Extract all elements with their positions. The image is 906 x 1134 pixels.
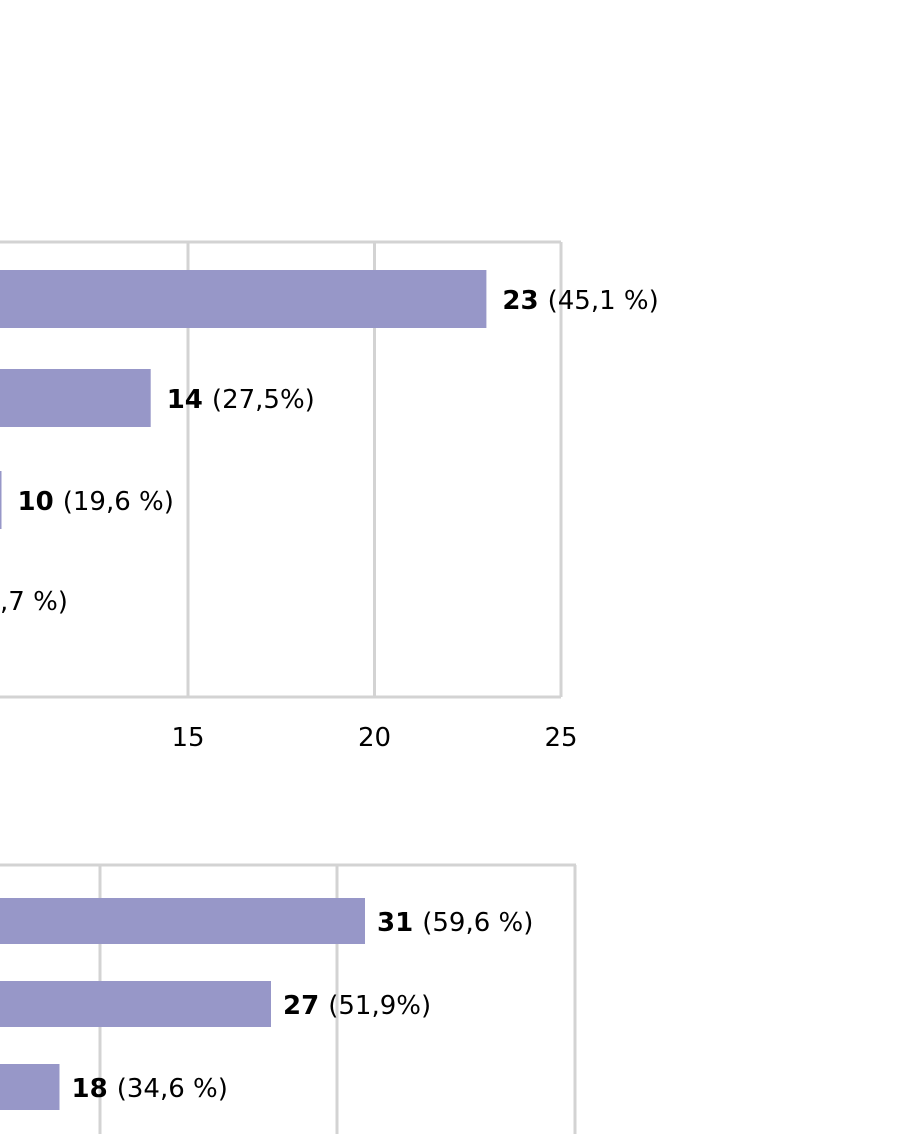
bar-data-label: 27 (51,9%) xyxy=(283,991,431,1021)
x-tick-label: 25 xyxy=(544,723,577,753)
bar xyxy=(0,270,487,328)
bar-value: 31 xyxy=(377,908,422,938)
bar xyxy=(0,369,151,427)
bar-value: 23 xyxy=(502,286,547,316)
bar-data-label: 31 (59,6 %) xyxy=(377,908,533,938)
bar xyxy=(0,1064,60,1110)
bar-value: 18 xyxy=(72,1074,117,1104)
bar-data-label: 10 (19,6 %) xyxy=(18,487,174,517)
x-tick-label: 20 xyxy=(358,723,391,753)
bar-value: 27 xyxy=(283,991,328,1021)
bar-value: 10 xyxy=(18,487,63,517)
bar-value: 14 xyxy=(167,385,212,415)
bar xyxy=(0,471,2,529)
x-tick-label: 15 xyxy=(171,723,204,753)
bar-data-label: 14 (27,5%) xyxy=(167,385,315,415)
chart-bottom: 31 (59,6 %) 27 (51,9%) 18 (34,6 %) xyxy=(0,863,577,1134)
bar-percent: (59,6 %) xyxy=(422,908,533,938)
bar-percent: (45,1 %) xyxy=(548,286,659,316)
bar-percent: (51,9%) xyxy=(328,991,431,1021)
bar-percent: ,7 %) xyxy=(0,587,68,617)
bar-percent: (19,6 %) xyxy=(63,487,174,517)
bar xyxy=(0,898,365,944)
bar-data-label: 23 (45,1 %) xyxy=(502,286,658,316)
bar-percent: (34,6 %) xyxy=(117,1074,228,1104)
bar xyxy=(0,981,271,1027)
bar-data-label: 18 (34,6 %) xyxy=(72,1074,228,1104)
bar-percent: (27,5%) xyxy=(212,385,315,415)
chart-top: 015202523 (45,1 %)14 (27,5%)10 (19,6 %),… xyxy=(0,240,659,753)
bar-data-label: ,7 %) xyxy=(0,587,68,617)
